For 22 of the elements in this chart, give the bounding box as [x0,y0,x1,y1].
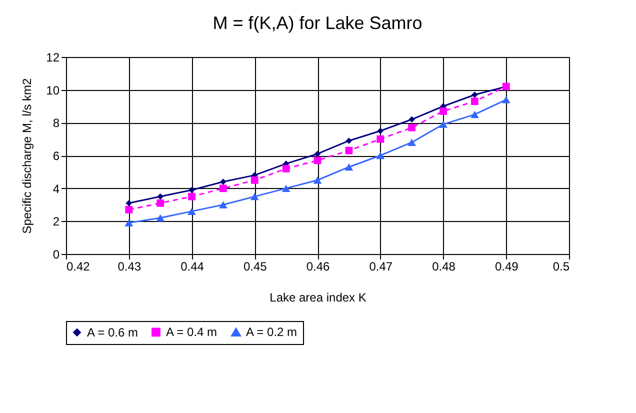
legend-label: A = 0.4 m [166,325,218,340]
y-tick-label: 6 [52,149,60,163]
chart-title: M = f(K,A) for Lake Samro [212,13,422,33]
y-tick-label: 4 [52,182,60,196]
y-tick-label: 10 [46,83,60,98]
y-tick-label: 12 [46,50,60,64]
x-tick-label: 0.49 [494,260,519,274]
y-axis-title: Specific discharge M, l/s km2 [20,78,34,234]
x-tick-label: 0.46 [306,260,330,274]
x-tick-label: 0.43 [118,260,142,274]
y-tick-label: 0 [52,248,60,262]
y-tick-label: 2 [52,214,60,229]
x-tick-label: 0.5 [552,260,570,274]
legend-label: A = 0.6 m [87,325,138,340]
x-tick-label: 0.44 [180,260,204,274]
x-axis-title: Lake area index K [270,290,366,304]
legend-label: A = 0.2 m [246,325,298,340]
y-tick-label: 8 [52,116,60,130]
x-tick-label: 0.48 [432,260,456,274]
x-tick-label: 0.45 [243,260,268,274]
x-tick-label: 0.47 [369,260,393,274]
x-tick-label: 0.42 [66,260,90,274]
